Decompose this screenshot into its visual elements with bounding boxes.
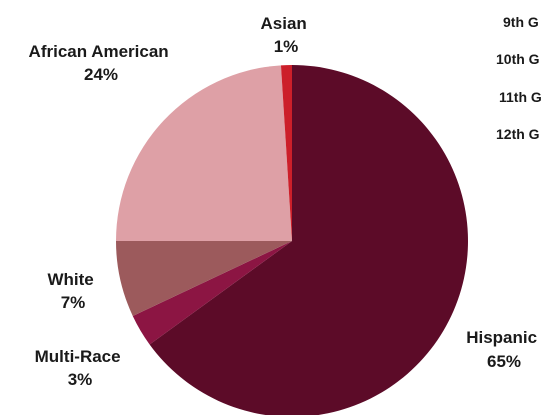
slice-label-multi-race-name: Multi-Race — [35, 347, 121, 366]
slice-label-hispanic-pct: 65% — [487, 352, 521, 371]
slice-label-white: White 7% — [47, 270, 98, 312]
slice-label-hispanic: Hispanic 65% — [466, 328, 542, 371]
slice-label-african-american-pct: 24% — [84, 65, 118, 84]
slice-label-asian-name: Asian — [260, 14, 306, 33]
slice-label-african-american: African American 24% — [29, 42, 174, 84]
slice-label-asian-pct: 1% — [274, 37, 299, 56]
pie-slice-asian — [280, 65, 292, 241]
side-legend-item-10th: 10th G — [496, 51, 540, 67]
slice-label-hispanic-name: Hispanic — [466, 328, 537, 347]
pie-slice-multi-race — [132, 241, 292, 345]
slice-label-white-name: White — [47, 270, 93, 289]
side-legend-item-9th: 9th G — [503, 14, 539, 30]
slice-label-multi-race: Multi-Race 3% — [35, 347, 126, 389]
slice-label-african-american-name: African American — [29, 42, 169, 61]
slice-label-multi-race-pct: 3% — [68, 370, 93, 389]
side-legend-item-11th: 11th G — [499, 89, 542, 105]
pie-slice-african-american — [116, 65, 292, 241]
pie-slice-white — [116, 241, 292, 316]
pie-slice-hispanic — [149, 65, 468, 415]
slice-label-white-pct: 7% — [61, 293, 86, 312]
slice-label-asian: Asian 1% — [260, 14, 311, 56]
side-legend-item-12th: 12th G — [496, 126, 540, 142]
pie-slices — [116, 65, 468, 415]
